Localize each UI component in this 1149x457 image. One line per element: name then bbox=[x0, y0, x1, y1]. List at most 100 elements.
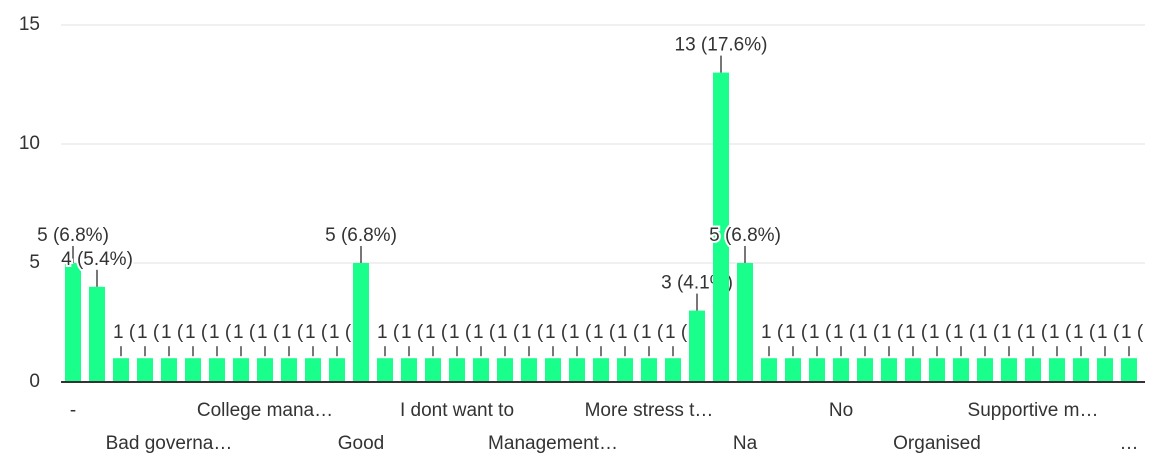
bar bbox=[137, 358, 153, 382]
x-tick-label: Supportive m… bbox=[968, 400, 1099, 421]
bar bbox=[377, 358, 393, 382]
bar bbox=[113, 358, 129, 382]
data-label: 1 (1.4%) bbox=[473, 322, 545, 343]
bar bbox=[1073, 358, 1089, 382]
bar bbox=[425, 358, 441, 382]
bar bbox=[665, 358, 681, 382]
bar bbox=[329, 358, 345, 382]
bar bbox=[473, 358, 489, 382]
bar bbox=[1097, 358, 1113, 382]
data-label: 1 (1.4%) bbox=[905, 322, 977, 343]
bar bbox=[521, 358, 537, 382]
data-label: 1 (1.4%) bbox=[1097, 322, 1149, 343]
y-tick-label: 15 bbox=[19, 14, 40, 35]
x-tick-label: … bbox=[1120, 433, 1139, 454]
bar bbox=[545, 358, 561, 382]
y-tick-label: 10 bbox=[19, 133, 40, 154]
bar bbox=[593, 358, 609, 382]
bar bbox=[1025, 358, 1041, 382]
data-label: 5 (6.8%) bbox=[37, 225, 109, 246]
bar bbox=[713, 72, 729, 382]
data-label: 4 (5.4%) bbox=[61, 249, 133, 270]
bar bbox=[785, 358, 801, 382]
data-label: 1 (1.4%) bbox=[113, 322, 185, 343]
data-label: 1 (1.4%) bbox=[953, 322, 1025, 343]
bar bbox=[953, 358, 969, 382]
bar bbox=[401, 358, 417, 382]
data-label: 1 (1.4%) bbox=[785, 322, 857, 343]
data-label: 1 (1.4%) bbox=[305, 322, 377, 343]
bar bbox=[641, 358, 657, 382]
bar bbox=[737, 263, 753, 382]
x-tick-label: I dont want to bbox=[400, 400, 514, 421]
bar bbox=[281, 358, 297, 382]
y-tick-label: 0 bbox=[29, 371, 40, 392]
bar bbox=[209, 358, 225, 382]
bar bbox=[881, 358, 897, 382]
x-tick-label: Bad governa… bbox=[106, 433, 233, 454]
data-label: 1 (1.4%) bbox=[377, 322, 449, 343]
data-label: 1 (1.4%) bbox=[929, 322, 1001, 343]
x-tick-label: - bbox=[70, 400, 76, 421]
data-label: 1 (1.4%) bbox=[545, 322, 617, 343]
data-label: 1 (1.4%) bbox=[1073, 322, 1145, 343]
x-tick-label: No bbox=[829, 400, 853, 421]
data-label: 1 (1.4%) bbox=[185, 322, 257, 343]
data-label: 1 (1.4%) bbox=[617, 322, 689, 343]
bar bbox=[185, 358, 201, 382]
data-label: 1 (1.4%) bbox=[161, 322, 233, 343]
x-tick-label: Good bbox=[338, 433, 384, 454]
data-label: 1 (1.4%) bbox=[1001, 322, 1073, 343]
x-tick-label: Na bbox=[733, 433, 758, 454]
data-label: 1 (1.4%) bbox=[497, 322, 569, 343]
bar bbox=[761, 358, 777, 382]
data-label: 1 (1.4%) bbox=[449, 322, 521, 343]
bar bbox=[1049, 358, 1065, 382]
data-label: 1 (1.4%) bbox=[329, 322, 401, 343]
data-label: 1 (1.4%) bbox=[1025, 322, 1097, 343]
bar bbox=[569, 358, 585, 382]
bar bbox=[233, 358, 249, 382]
data-label: 1 (1.4%) bbox=[665, 322, 737, 343]
x-tick-label: Management… bbox=[488, 433, 618, 454]
data-label: 1 (1.4%) bbox=[233, 322, 305, 343]
data-label: 13 (17.6%) bbox=[675, 35, 768, 56]
data-label: 5 (6.8%) bbox=[709, 225, 781, 246]
data-label: 1 (1.4%) bbox=[833, 322, 905, 343]
data-label: 1 (1.4%) bbox=[761, 322, 833, 343]
bar bbox=[161, 358, 177, 382]
x-tick-label: More stress t… bbox=[585, 400, 714, 421]
data-label: 5 (6.8%) bbox=[325, 225, 397, 246]
data-label: 1 (1.4%) bbox=[809, 322, 881, 343]
bar bbox=[65, 263, 81, 382]
data-label: 1 (1.4%) bbox=[977, 322, 1049, 343]
bar bbox=[497, 358, 513, 382]
bar bbox=[905, 358, 921, 382]
data-label: 1 (1.4%) bbox=[209, 322, 281, 343]
x-tick-label: College mana… bbox=[197, 400, 333, 421]
bar bbox=[1121, 358, 1137, 382]
bar bbox=[857, 358, 873, 382]
y-tick-label: 5 bbox=[29, 252, 40, 273]
data-label: 1 (1.4%) bbox=[521, 322, 593, 343]
data-label: 1 (1.4%) bbox=[425, 322, 497, 343]
bar bbox=[89, 286, 105, 382]
x-tick-label: Organised bbox=[893, 433, 981, 454]
bar bbox=[689, 310, 705, 382]
bar bbox=[833, 358, 849, 382]
bar bbox=[617, 358, 633, 382]
data-label: 1 (1.4%) bbox=[401, 322, 473, 343]
bar bbox=[305, 358, 321, 382]
bar bbox=[929, 358, 945, 382]
data-label: 1 (1.4%) bbox=[281, 322, 353, 343]
bar bbox=[977, 358, 993, 382]
data-label: 1 (1.4%) bbox=[137, 322, 209, 343]
data-label: 1 (1.4%) bbox=[1121, 322, 1149, 343]
bar bbox=[449, 358, 465, 382]
bar bbox=[809, 358, 825, 382]
bar bbox=[1001, 358, 1017, 382]
data-label: 1 (1.4%) bbox=[569, 322, 641, 343]
data-label: 1 (1.4%) bbox=[593, 322, 665, 343]
data-label: 1 (1.4%) bbox=[881, 322, 953, 343]
